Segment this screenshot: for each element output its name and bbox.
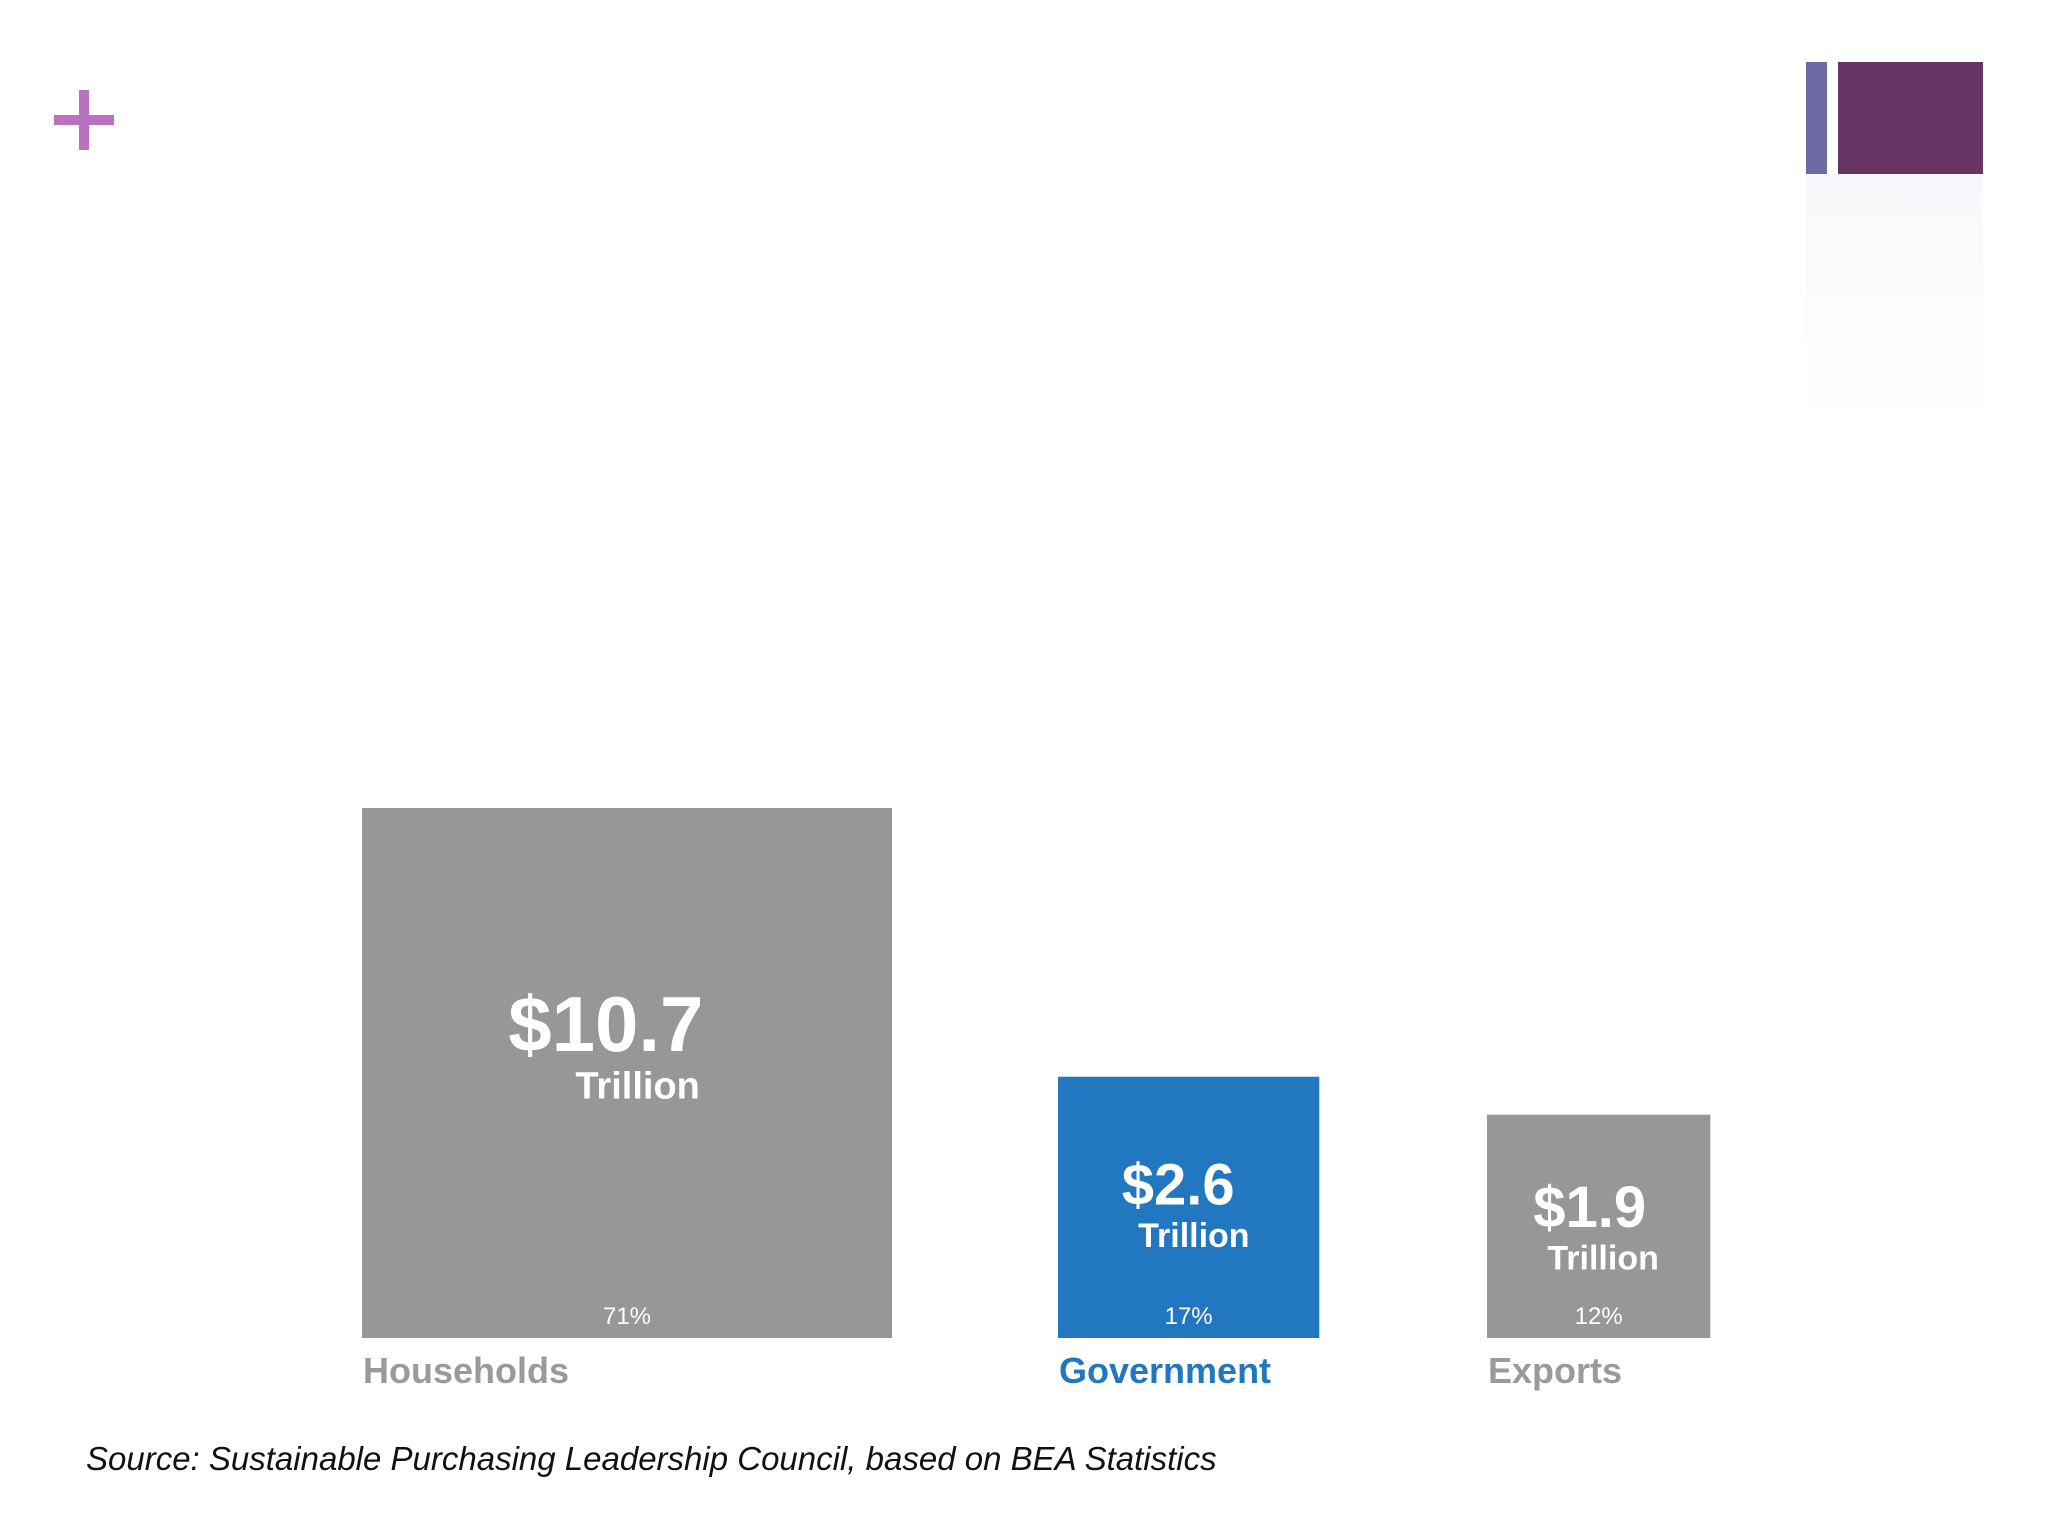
value-label-exports: $1.9	[1533, 1175, 1646, 1240]
unit-label-households: Trillion	[575, 1066, 700, 1108]
unit-label-exports: Trillion	[1547, 1240, 1658, 1278]
bar-households	[362, 808, 892, 1338]
unit-label-government: Trillion	[1138, 1217, 1249, 1255]
percent-label-government: 17%	[1165, 1303, 1213, 1330]
category-label-government: Government	[1059, 1350, 1271, 1391]
percent-label-households: 71%	[603, 1303, 651, 1330]
bar-exports	[1487, 1114, 1711, 1338]
plus-icon	[54, 90, 114, 150]
corner-decoration-thin-bar	[1806, 62, 1827, 174]
bar-government	[1058, 1076, 1320, 1338]
value-label-government: $2.6	[1122, 1152, 1235, 1217]
value-label-households: $10.7	[508, 980, 703, 1068]
category-label-exports: Exports	[1488, 1350, 1622, 1391]
corner-decoration-fade	[1806, 174, 1983, 424]
corner-decoration-thick-block	[1838, 62, 1983, 174]
category-label-households: Households	[363, 1350, 569, 1391]
source-note: Source: Sustainable Purchasing Leadershi…	[86, 1440, 1217, 1477]
percent-label-exports: 12%	[1575, 1303, 1623, 1330]
plus-icon-vertical	[79, 90, 89, 150]
